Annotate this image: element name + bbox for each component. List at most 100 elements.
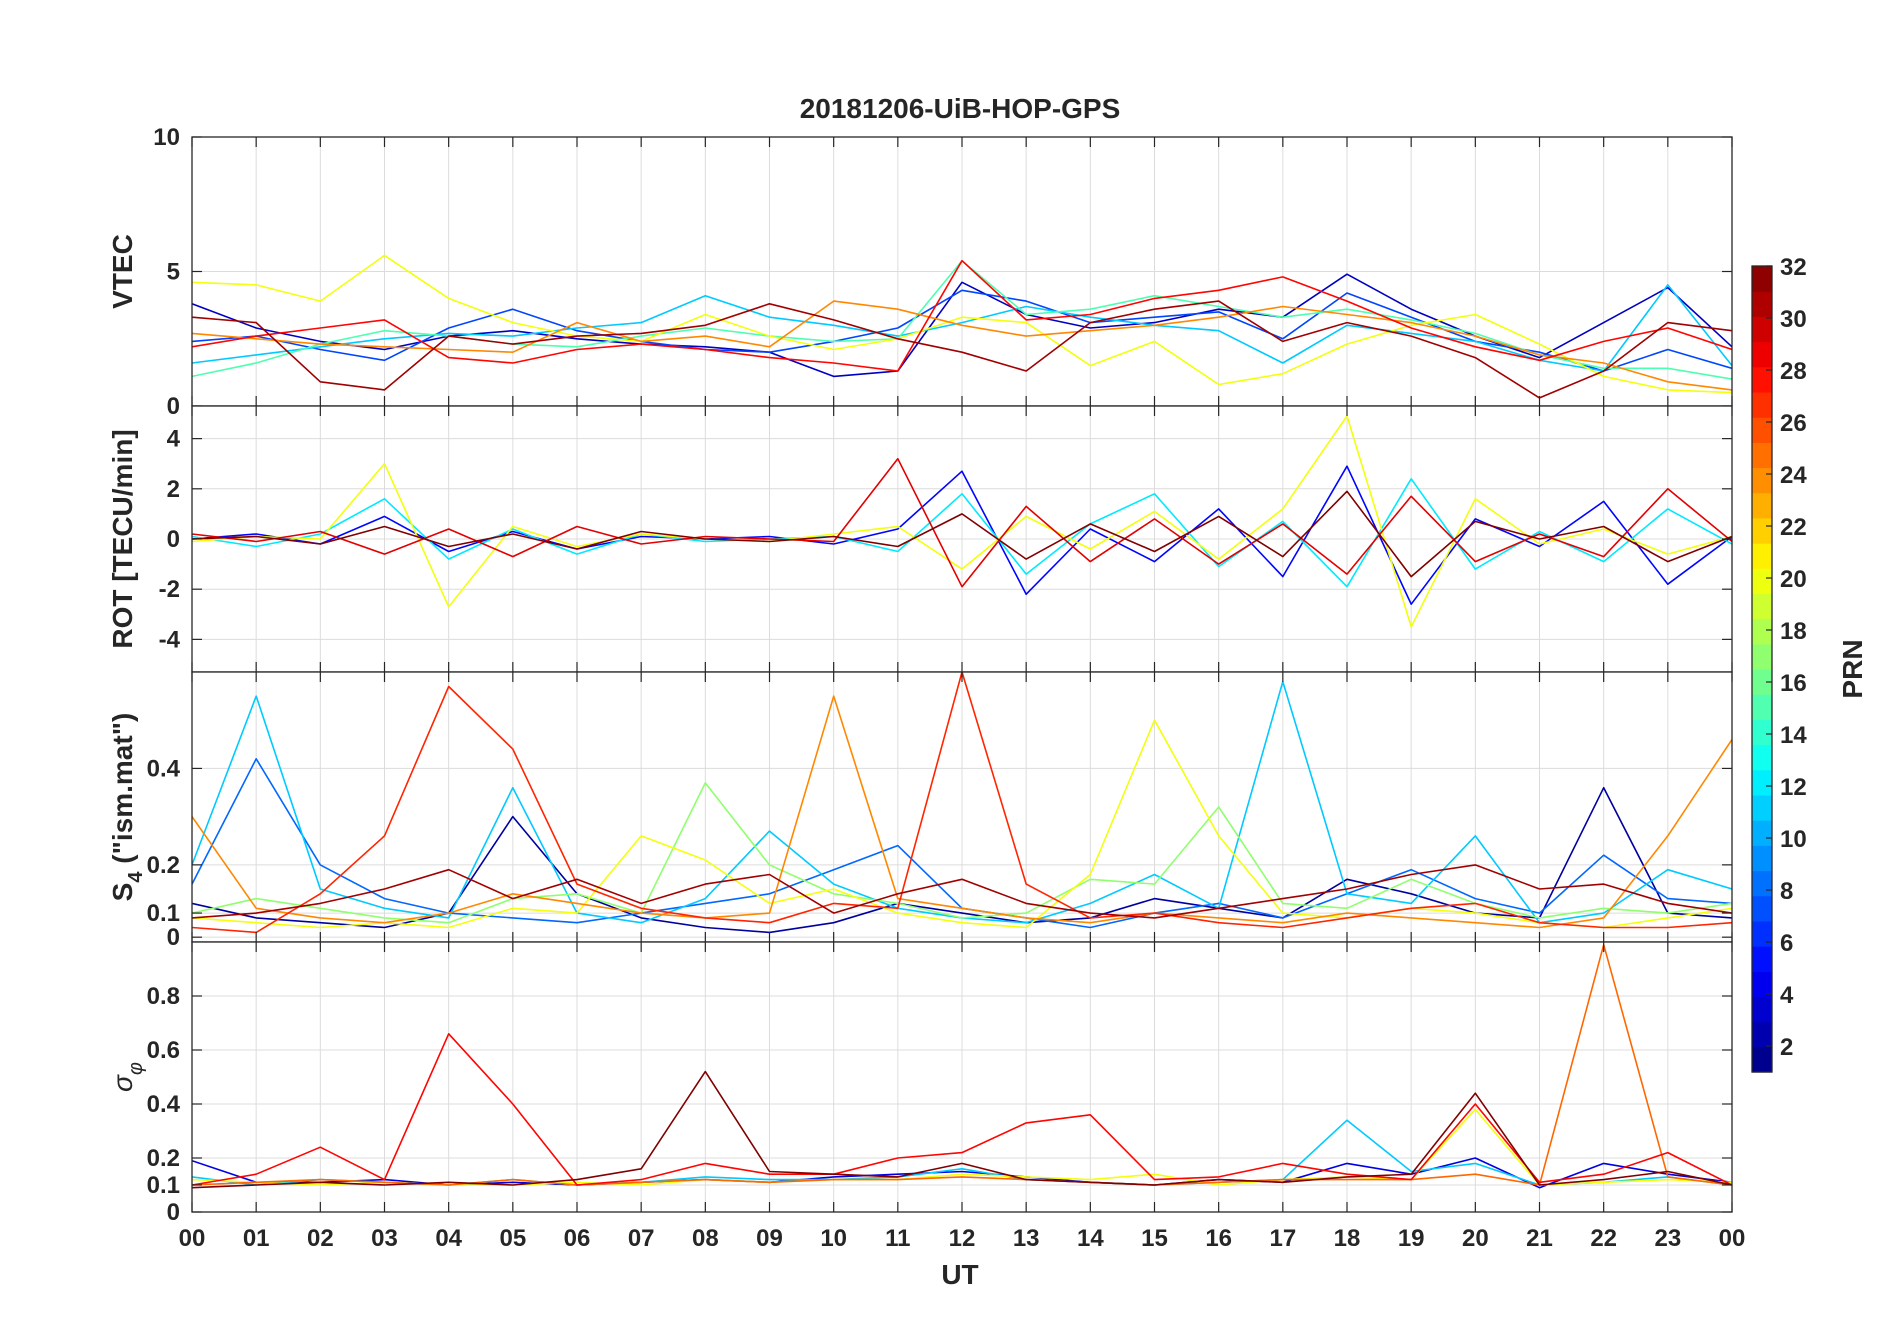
series-line-prn-20 (192, 254, 1732, 394)
x-tick-label: 20 (1462, 1225, 1489, 1252)
series-line-prn-27 (192, 672, 1732, 934)
colorbar-segment (1752, 719, 1772, 746)
y-tick-label: 0.8 (147, 983, 180, 1010)
colorbar-segment (1752, 593, 1772, 620)
chart-title: 20181206-UiB-HOP-GPS (800, 93, 1121, 124)
colorbar-segment (1752, 341, 1772, 368)
colorbar-segment (1752, 643, 1772, 670)
y-tick-label: 0.6 (147, 1037, 180, 1064)
x-tick-label: 17 (1269, 1225, 1296, 1252)
panel-vtec-series (192, 254, 1732, 399)
y-tick-label: -4 (159, 626, 181, 653)
x-tick-label: 01 (243, 1225, 270, 1252)
panel-sigma_phi-series (192, 943, 1732, 1189)
x-tick-label: 19 (1398, 1225, 1425, 1252)
y-tick-label: 0 (167, 526, 180, 553)
series-line-prn-5 (192, 465, 1732, 605)
x-tick-label: 09 (756, 1225, 783, 1252)
panel-rot: -4 -2 0 2 4 ROT [TECU/min] (107, 405, 1733, 673)
colorbar-tick-label: 8 (1780, 878, 1793, 905)
series-line-prn-24 (192, 695, 1732, 929)
colorbar-tick-label: 10 (1780, 826, 1807, 853)
y-tick-label: 0.4 (147, 1091, 181, 1118)
colorbar-segment (1752, 794, 1772, 821)
colorbar-segment (1752, 769, 1772, 796)
x-tick-label: 08 (692, 1225, 719, 1252)
colorbar-segment (1752, 266, 1772, 292)
y-axis-label-sigma_phi: σφ (107, 1062, 147, 1092)
series-line-prn-32 (192, 490, 1732, 578)
x-tick-label: 06 (564, 1225, 591, 1252)
y-tick-label: -2 (159, 576, 180, 603)
x-tick-label: 12 (949, 1225, 976, 1252)
colorbar-segment (1752, 1021, 1772, 1048)
colorbar-tick-label: 6 (1780, 930, 1793, 957)
y-axis-label-vtec: VTEC (107, 234, 138, 309)
x-tick-label: 18 (1334, 1225, 1361, 1252)
panel-vtec: 0 5 10 VTEC (107, 124, 1733, 420)
colorbar-segment (1752, 946, 1772, 972)
colorbar-segment (1752, 971, 1772, 998)
y-tick-label: 0 (167, 924, 180, 951)
x-tick-label: 07 (628, 1225, 655, 1252)
colorbar-tick-label: 22 (1780, 514, 1807, 541)
colorbar-segment (1752, 845, 1772, 872)
series-line-prn-24 (192, 300, 1732, 391)
x-tick-label: 23 (1654, 1225, 1681, 1252)
y-axis-label-rot: ROT [TECU/min] (107, 429, 138, 648)
x-tick-label: 22 (1590, 1225, 1617, 1252)
x-tick-label: 21 (1526, 1225, 1553, 1252)
y-tick-label: 5 (167, 259, 180, 286)
x-tick-label: 15 (1141, 1225, 1168, 1252)
series-line-prn-31 (192, 300, 1732, 399)
colorbar-tick-label: 4 (1780, 982, 1794, 1009)
x-tick-label: 05 (499, 1225, 526, 1252)
colorbar-label: PRN (1837, 639, 1868, 698)
colorbar-tick-label: 12 (1780, 774, 1807, 801)
x-tick-label: 11 (885, 1225, 910, 1252)
x-axis-label: UT (941, 1259, 978, 1290)
colorbar-segment (1752, 669, 1772, 695)
colorbar-segment (1752, 870, 1772, 897)
y-tick-label: 10 (153, 124, 180, 151)
colorbar-segment (1752, 391, 1772, 418)
colorbar-tick-label: 2 (1780, 1034, 1793, 1061)
series-line-prn-32 (192, 1070, 1732, 1189)
series-line-prn-20 (192, 719, 1732, 929)
y-tick-label: 0 (167, 393, 180, 420)
series-line-prn-11 (192, 284, 1732, 372)
colorbar-segment (1752, 618, 1772, 645)
colorbar-segment (1752, 492, 1772, 519)
colorbar-segment (1752, 820, 1772, 846)
series-line-prn-28 (192, 1033, 1732, 1186)
colorbar-segment (1752, 517, 1772, 544)
x-tick-label: 10 (820, 1225, 847, 1252)
panel-sigma_phi: 00.10.2 0.4 0.6 0.8 σφ (107, 941, 1733, 1226)
colorbar-tick-label: 26 (1780, 410, 1807, 437)
colorbar-tick-label: 20 (1780, 566, 1807, 593)
colorbar-segment (1752, 694, 1772, 720)
series-line-prn-31 (192, 864, 1732, 919)
panel-s4: 00.1 0.2 0.4S4 ("ism.mat") (107, 671, 1733, 951)
colorbar-segment (1752, 1046, 1772, 1073)
colorbar-tick-label: 30 (1780, 306, 1807, 333)
colorbar-segment (1752, 920, 1772, 947)
colorbar-tick-label: 16 (1780, 670, 1807, 697)
colorbar-segment (1752, 568, 1772, 595)
colorbar-segment (1752, 442, 1772, 469)
x-tick-label: 14 (1077, 1225, 1104, 1252)
x-tick-label: 00 (1719, 1225, 1746, 1252)
x-tick-label: 03 (371, 1225, 398, 1252)
panel-rot-series (192, 415, 1732, 628)
y-tick-label: 0.4 (147, 755, 181, 782)
series-line-prn-12 (192, 478, 1732, 588)
x-tick-label: 16 (1205, 1225, 1232, 1252)
colorbar-segment (1752, 417, 1772, 443)
y-tick-label: 0.1 (147, 1172, 180, 1199)
colorbar-tick-label: 32 (1780, 254, 1807, 281)
y-axis-label-s4: S4 ("ism.mat") (107, 713, 147, 902)
y-tick-label: 0.1 (147, 900, 180, 927)
x-tick-label: 00 (179, 1225, 206, 1252)
colorbar-tick-label: 24 (1780, 462, 1807, 489)
